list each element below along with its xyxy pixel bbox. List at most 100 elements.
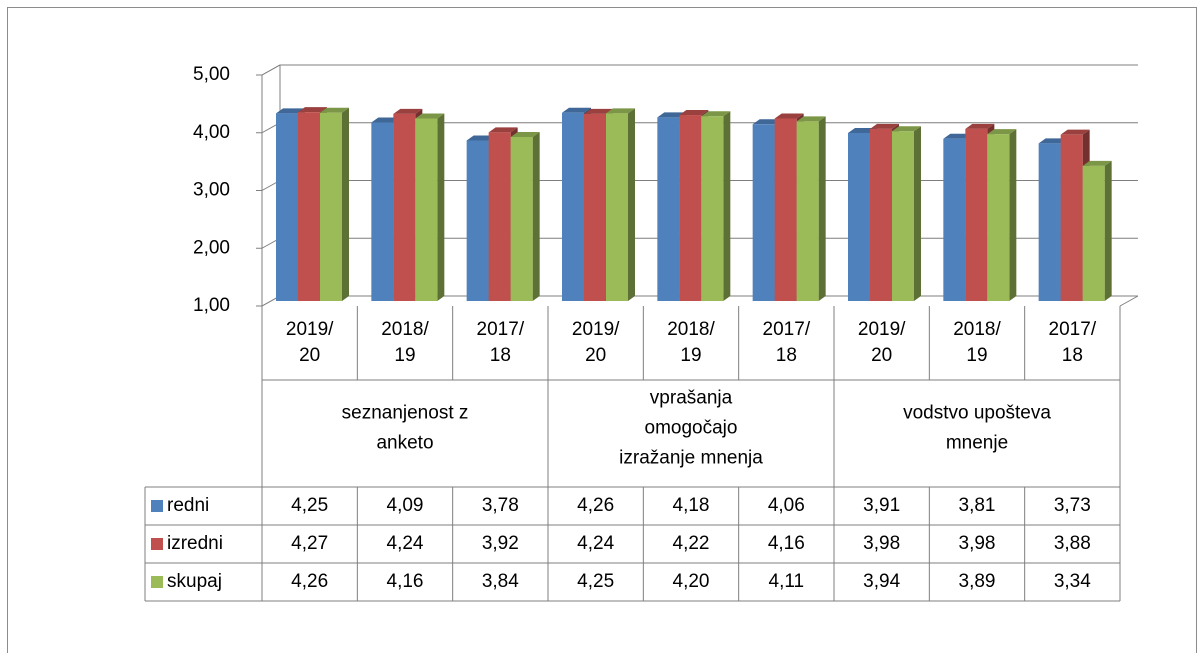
bar-top [562, 107, 591, 113]
x-tick-label: 2019/20 [572, 319, 620, 366]
data-label: 4,22 [673, 533, 710, 554]
bar-top [657, 112, 687, 118]
bar-top [943, 133, 973, 139]
bar-top [393, 108, 423, 114]
bar-group [892, 126, 921, 301]
legend-swatch [151, 576, 163, 588]
bar [466, 140, 489, 301]
data-label: 4,06 [768, 495, 805, 516]
bar [415, 118, 438, 301]
data-label: 4,24 [577, 533, 614, 554]
bar-top [510, 131, 540, 137]
grid-line [261, 64, 1138, 76]
bar [774, 118, 797, 301]
data-label: 3,88 [1054, 533, 1091, 554]
x-tick-label: 2018/19 [381, 319, 429, 366]
x-tick-label: 2019/20 [858, 319, 906, 366]
data-label: 3,92 [482, 533, 519, 554]
data-label: 4,27 [291, 533, 328, 554]
bar-top [606, 108, 635, 114]
bar-top [987, 129, 1017, 135]
data-label: 3,81 [959, 495, 996, 516]
bar-side [723, 111, 731, 301]
bar-top [298, 107, 327, 113]
bar [679, 115, 702, 301]
data-label: 3,91 [863, 495, 900, 516]
bar [510, 136, 533, 301]
bar-group [320, 107, 349, 301]
bar-side [818, 116, 826, 302]
bar-top [774, 113, 804, 119]
data-label: 3,34 [1054, 571, 1091, 592]
bar-side [437, 113, 445, 301]
bar-top [1082, 160, 1112, 166]
bar-group [606, 108, 635, 301]
bar [606, 113, 628, 301]
bar-side [628, 108, 635, 301]
bar-top [796, 116, 826, 122]
y-tick-label: 2,00 [193, 237, 230, 258]
y-tick-label: 3,00 [193, 180, 230, 201]
bar-group [987, 129, 1017, 301]
bar-top [752, 119, 782, 125]
bar-group [510, 131, 540, 301]
bar-top [415, 113, 445, 119]
data-label: 4,24 [387, 533, 424, 554]
bar-group [415, 113, 445, 301]
x-tick-label: 2017/18 [477, 319, 525, 366]
bar-side [342, 107, 349, 301]
bar [1038, 143, 1061, 301]
bar [987, 134, 1010, 301]
bar-top [1038, 138, 1068, 144]
bar [298, 112, 320, 301]
bar [848, 132, 870, 301]
bar-group [796, 116, 826, 302]
y-tick-label: 4,00 [193, 122, 230, 143]
bar [1082, 165, 1105, 301]
data-label: 3,94 [863, 571, 900, 592]
data-label: 4,26 [291, 571, 328, 592]
group-label: vprašanja omogočajo izražanje mnenja [619, 388, 763, 469]
bar [320, 112, 342, 301]
bar-top [892, 126, 921, 132]
x-tick-label: 2019/20 [286, 319, 334, 366]
bar-side [532, 131, 540, 301]
bar [1060, 134, 1083, 301]
legend-label: skupaj [167, 571, 222, 592]
bar [562, 112, 584, 301]
bar [965, 128, 988, 301]
bar-top [276, 108, 305, 114]
data-label: 3,98 [863, 533, 900, 554]
x-tick-label: 2018/19 [953, 319, 1001, 366]
bar-side [914, 126, 921, 301]
bar-top [488, 127, 518, 133]
data-label: 4,25 [577, 571, 614, 592]
x-tick-label: 2017/18 [763, 319, 811, 366]
data-label: 4,25 [291, 495, 328, 516]
bar-top [701, 111, 731, 117]
bar [393, 113, 416, 301]
data-label: 4,26 [577, 495, 614, 516]
bar [371, 122, 394, 302]
legend-label: izredni [167, 533, 223, 554]
bar-top [965, 123, 995, 129]
data-label: 3,73 [1054, 495, 1091, 516]
bar-top [1060, 129, 1090, 135]
bar [488, 132, 511, 301]
legend-swatch [151, 500, 163, 512]
data-label: 4,09 [387, 495, 424, 516]
bar [752, 124, 775, 301]
bar-top [584, 108, 613, 114]
y-tick-label: 5,00 [193, 64, 230, 85]
x-tick-label: 2018/19 [667, 319, 715, 366]
bar [892, 131, 914, 301]
y-tick-label: 1,00 [193, 295, 230, 316]
data-label: 4,16 [387, 571, 424, 592]
data-label: 3,98 [959, 533, 996, 554]
bar-top [848, 127, 877, 133]
bar [276, 113, 298, 301]
bar-top [466, 135, 496, 141]
bar [796, 121, 819, 302]
data-label: 4,20 [673, 571, 710, 592]
bar [943, 138, 966, 301]
